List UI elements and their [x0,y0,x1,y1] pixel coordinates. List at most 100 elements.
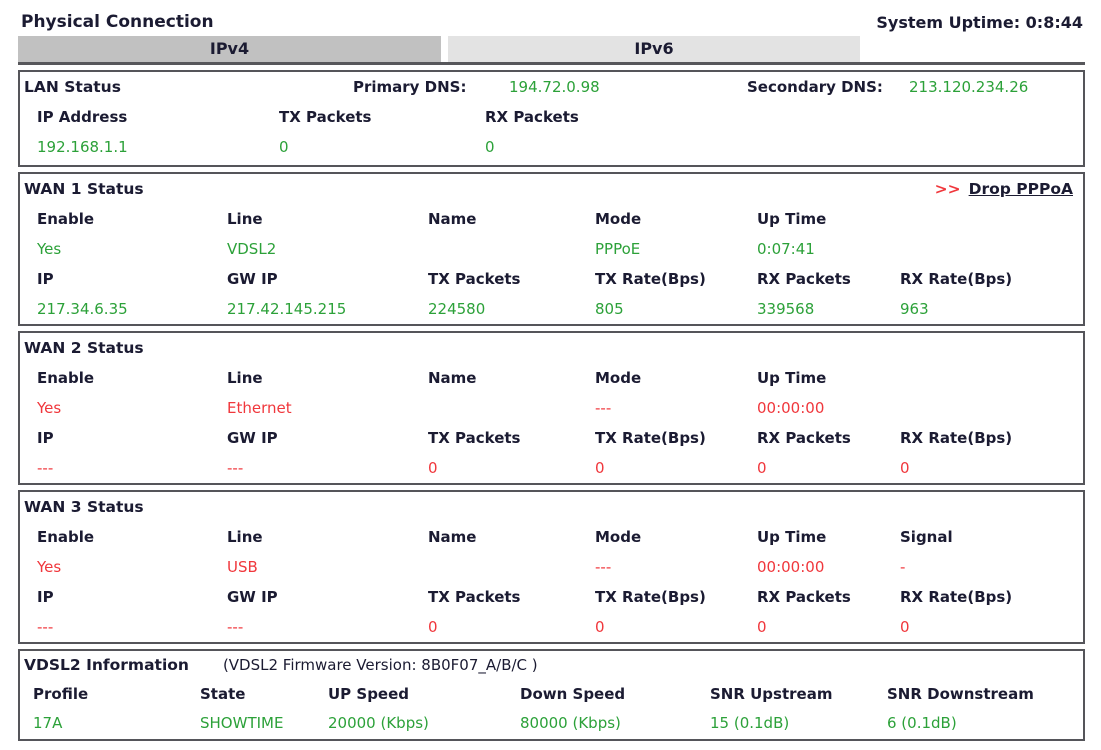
wan-col-header: Mode [595,528,642,546]
lan-col-header: RX Packets [485,108,579,126]
tab-ipv4[interactable]: IPv4 [18,36,441,62]
wan-name-value [428,552,595,582]
primary-dns-label: Primary DNS: [353,78,467,96]
wan3-values-row1: Yes USB --- 00:00:00 - [20,552,1083,582]
vdsl2-header-row: VDSL2 Information (VDSL2 Firmware Versio… [20,651,1083,680]
wan1-labels-row2: IP GW IP TX Packets TX Rate(Bps) RX Pack… [20,264,1083,294]
wan2-values-row1: Yes Ethernet --- 00:00:00 [20,393,1083,423]
wan-col-header: TX Packets [428,588,521,606]
drop-pppoa-label: Drop PPPoA [968,180,1073,198]
wan1-values-row1: Yes VDSL2 PPPoE 0:07:41 [20,234,1083,264]
wan-uptime-value: 00:00:00 [757,399,825,417]
wan-txpackets-value: 0 [428,618,438,636]
wan-col-header: Name [428,369,477,387]
drop-pppoa-link[interactable]: >> Drop PPPoA [935,174,1073,204]
secondary-dns-label: Secondary DNS: [747,78,883,96]
vdsl2-firmware-version: (VDSL2 Firmware Version: 8B0F07_A/B/C ) [222,656,538,674]
wan-enable-value: Yes [37,240,62,258]
wan3-labels-row1: Enable Line Name Mode Up Time Signal [20,522,1083,552]
wan2-title: WAN 2 Status [24,339,144,357]
vdsl2-col-header: SNR Upstream [710,685,833,703]
wan-col-header: TX Packets [428,429,521,447]
wan-col-header: IP [37,588,54,606]
wan-ip-value: 217.34.6.35 [37,300,128,318]
lan-tx-packets: 0 [279,138,289,156]
vdsl2-column-headers: Profile State UP Speed Down Speed SNR Up… [20,680,1083,709]
wan-col-header [900,363,1083,393]
vdsl2-downspeed-value: 80000 (Kbps) [520,714,621,732]
wan-rxpackets-value: 0 [757,618,767,636]
wan-mode-value: --- [595,399,612,417]
vdsl2-col-header: SNR Downstream [887,685,1034,703]
wan-col-header: Mode [595,369,642,387]
wan-txrate-value: 0 [595,459,605,477]
wan-txrate-value: 0 [595,618,605,636]
wan-gwip-value: --- [227,618,244,636]
wan-line-value: VDSL2 [227,240,277,258]
wan-col-header: RX Packets [757,429,851,447]
wan1-labels-row1: Enable Line Name Mode Up Time [20,204,1083,234]
wan-col-header: GW IP [227,429,278,447]
wan1-values-row2: 217.34.6.35 217.42.145.215 224580 805 33… [20,294,1083,324]
vdsl2-profile-value: 17A [33,714,63,732]
wan-name-value [428,234,595,264]
wan2-values-row2: --- --- 0 0 0 0 [20,453,1083,483]
system-uptime: System Uptime: 0:8:44 [876,13,1083,32]
physical-connection-page: Physical Connection System Uptime: 0:8:4… [18,0,1085,741]
wan-col-header: RX Rate(Bps) [900,270,1013,288]
wan-line-value: Ethernet [227,399,292,417]
wan-col-header: Line [227,369,263,387]
wan-col-header: TX Packets [428,270,521,288]
drop-pppoa-arrows-icon: >> [934,180,961,198]
lan-col-header: TX Packets [279,108,372,126]
wan-col-header: TX Rate(Bps) [595,429,706,447]
wan-col-header: GW IP [227,588,278,606]
vdsl2-state-value: SHOWTIME [200,714,284,732]
lan-values-row: 192.168.1.1 0 0 [20,132,1083,165]
wan-uptime-value: 00:00:00 [757,558,825,576]
tab-bar: IPv4 IPv6 [18,36,1085,65]
vdsl2-snr-upstream-value: 15 (0.1dB) [710,714,790,732]
wan-rxrate-value: 0 [900,618,910,636]
top-bar: Physical Connection System Uptime: 0:8:4… [18,0,1085,32]
tab-ipv6[interactable]: IPv6 [448,36,860,62]
wan-signal-value [900,234,1083,264]
vdsl2-snr-downstream-value: 6 (0.1dB) [887,714,957,732]
vdsl2-col-header: Profile [33,685,89,703]
wan-col-header: RX Rate(Bps) [900,588,1013,606]
wan-ip-value: --- [37,459,54,477]
vdsl2-values-row: 17A SHOWTIME 20000 (Kbps) 80000 (Kbps) 1… [20,709,1083,739]
wan2-labels-row1: Enable Line Name Mode Up Time [20,363,1083,393]
wan-uptime-value: 0:07:41 [757,240,815,258]
page-title: Physical Connection [21,12,214,32]
vdsl2-upspeed-value: 20000 (Kbps) [328,714,429,732]
vdsl2-title: VDSL2 Information [24,656,189,674]
wan-txpackets-value: 0 [428,459,438,477]
wan-enable-value: Yes [37,558,62,576]
wan-col-header: Enable [37,528,95,546]
wan-gwip-value: 217.42.145.215 [227,300,347,318]
wan3-values-row2: --- --- 0 0 0 0 [20,612,1083,642]
vdsl2-col-header: UP Speed [328,685,410,703]
wan-ip-value: --- [37,618,54,636]
lan-ip-address: 192.168.1.1 [37,138,128,156]
lan-column-headers: IP Address TX Packets RX Packets [20,102,1083,132]
wan2-status-section: WAN 2 Status Enable Line Name Mode Up Ti… [18,331,1085,485]
wan-col-header: IP [37,270,54,288]
wan3-labels-row2: IP GW IP TX Packets TX Rate(Bps) RX Pack… [20,582,1083,612]
lan-status-section: LAN Status Primary DNS: 194.72.0.98 Seco… [18,70,1085,167]
wan-col-header: RX Packets [757,270,851,288]
wan3-title: WAN 3 Status [24,498,144,516]
wan2-labels-row2: IP GW IP TX Packets TX Rate(Bps) RX Pack… [20,423,1083,453]
wan-col-header [900,204,1083,234]
wan-col-header: Enable [37,210,95,228]
wan-signal-value [900,393,1083,423]
wan-rxrate-value: 963 [900,300,929,318]
wan-col-header: Name [428,528,477,546]
wan-col-header: Line [227,210,263,228]
wan-col-header: TX Rate(Bps) [595,270,706,288]
vdsl2-col-header: Down Speed [520,685,626,703]
wan-signal-value: - [900,558,906,576]
secondary-dns-value: 213.120.234.26 [909,78,1029,96]
wan-col-header: Signal [900,528,953,546]
